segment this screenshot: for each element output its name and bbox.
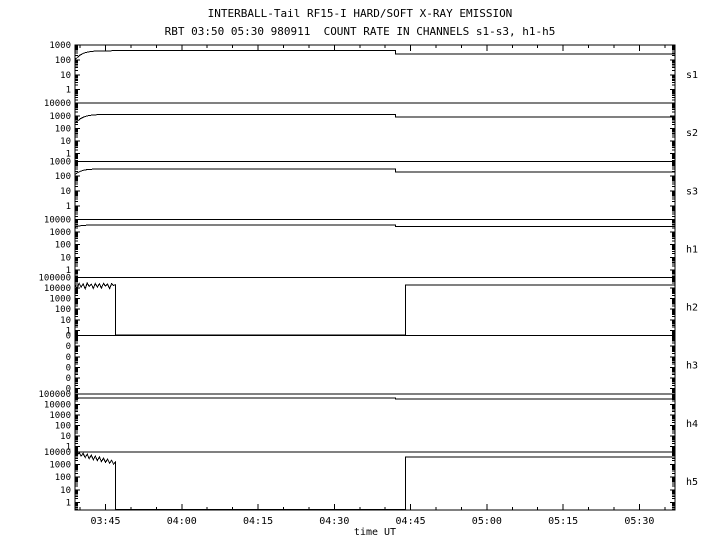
x-axis: 03:45 04:00 04:15 04:30 04:45 05:00 05:15 05:30 (79, 45, 666, 527)
y-tick-label-h5: 1 (66, 498, 71, 508)
y-tick-label-h5: 1000 (49, 461, 71, 471)
y-tick-label-h2: 1000 (49, 295, 71, 305)
x-tick-label: 04:45 (396, 516, 426, 527)
y-tick-label-h4: 10 (60, 432, 71, 442)
x-tick-label: 05:15 (548, 516, 578, 527)
y-tick-label-h3: 0 (66, 374, 71, 384)
panel-s2: 10000 1000 100 10 1 s2 (44, 99, 698, 162)
y-tick-label-h4: 10000 (44, 400, 71, 410)
y-tick-label-s3: 1 (66, 202, 71, 212)
y-tick-label-h5: 10 (60, 486, 71, 496)
series-s1 (74, 50, 675, 60)
y-tick-label-h5: 100 (55, 473, 71, 483)
panel-label-h1: h1 (686, 244, 698, 255)
panel-label-h4: h4 (686, 419, 698, 430)
y-tick-label-s1: 10 (60, 71, 71, 81)
y-tick-label-s1: 1000 (49, 41, 71, 51)
y-tick-label-s3: 1000 (49, 157, 71, 167)
y-tick-label-h3: 0 (66, 363, 71, 373)
x-tick-label: 05:30 (624, 516, 654, 527)
y-tick-label-h3: 0 (66, 353, 71, 363)
x-tick-label: 04:30 (319, 516, 349, 527)
x-axis-label: time UT (353, 527, 397, 538)
y-tick-label-h1: 1 (66, 266, 71, 276)
y-tick-label-s2: 10000 (44, 99, 71, 109)
y-tick-label-h4: 1 (66, 443, 71, 453)
series-h4 (74, 397, 675, 400)
y-tick-label-h4: 1000 (49, 411, 71, 421)
x-tick-label: 04:15 (243, 516, 273, 527)
y-tick-label-s2: 100 (55, 124, 71, 134)
y-tick-label-s1: 100 (55, 56, 71, 66)
y-tick-label-s3: 100 (55, 172, 71, 182)
panel-label-h5: h5 (686, 477, 698, 488)
panel-s1: 1000 100 10 1 s1 (49, 41, 698, 104)
y-tick-label-h1: 10 (60, 253, 71, 263)
y-tick-label-h2: 10 (60, 316, 71, 326)
y-tick-label-s3: 10 (60, 187, 71, 197)
panel-s3: 1000 100 10 1 s3 (49, 157, 698, 220)
y-tick-label-s2: 10 (60, 137, 71, 147)
y-tick-label-h2: 100 (55, 305, 71, 315)
y-tick-label-s2: 1000 (49, 112, 71, 122)
y-tick-label-h3: 0 (66, 332, 71, 342)
series-h5 (74, 451, 675, 511)
panel-label-s2: s2 (686, 128, 698, 139)
panel-label-h3: h3 (686, 361, 698, 372)
x-tick-label: 03:45 (90, 516, 120, 527)
y-tick-label-h1: 1000 (49, 228, 71, 238)
y-tick-label-h3: 0 (66, 342, 71, 352)
y-tick-label-h4: 100000 (38, 390, 71, 400)
y-tick-label-h5: 10000 (44, 448, 71, 458)
series-h1 (74, 224, 675, 228)
y-tick-label-h2: 1 (66, 326, 71, 336)
plot-subtitle: RBT 03:50 05:30 980911 COUNT RATE IN CHA… (164, 25, 556, 38)
panel-label-s1: s1 (686, 70, 698, 81)
series-s2 (74, 113, 675, 124)
x-tick-label: 04:00 (167, 516, 197, 527)
y-tick-label-h1: 10000 (44, 215, 71, 225)
panel-label-h2: h2 (686, 303, 698, 314)
plot-title: INTERBALL-Tail RF15-I HARD/SOFT X-RAY EM… (207, 7, 513, 20)
y-tick-label-h1: 100 (55, 241, 71, 251)
panel-h1: 10000 1000 100 10 1 h1 (44, 215, 698, 279)
y-tick-label-s2: 1 (66, 150, 71, 160)
x-tick-label: 05:00 (472, 516, 502, 527)
y-tick-label-s1: 1 (66, 86, 71, 96)
panel-label-s3: s3 (686, 186, 698, 197)
y-tick-label-h3: 0 (66, 384, 71, 394)
panel-h5: 10000 1000 100 10 1 h5 (44, 448, 698, 511)
series-s3 (74, 168, 675, 175)
series-h2 (74, 281, 675, 336)
y-tick-label-h2: 100000 (38, 274, 71, 284)
y-tick-label-h4: 100 (55, 421, 71, 431)
y-tick-label-h2: 10000 (44, 284, 71, 294)
